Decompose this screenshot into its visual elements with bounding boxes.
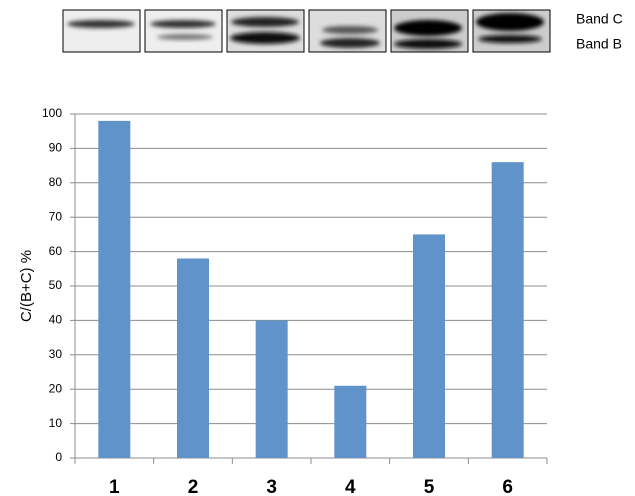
x-tick-label: 4 bbox=[345, 477, 356, 496]
x-tick-label: 1 bbox=[109, 477, 120, 496]
x-tick-label: 5 bbox=[424, 477, 435, 496]
blot-band bbox=[150, 20, 216, 28]
band-label: Band B bbox=[576, 36, 622, 52]
y-tick-label: 80 bbox=[49, 175, 63, 189]
x-tick-label: 2 bbox=[188, 477, 199, 496]
x-tick-label: 3 bbox=[266, 477, 277, 496]
bar bbox=[177, 258, 209, 458]
blot-band bbox=[231, 17, 299, 27]
y-tick-label: 70 bbox=[49, 209, 63, 223]
blot-panels bbox=[62, 9, 551, 53]
y-tick-label: 100 bbox=[42, 106, 62, 120]
y-tick-label: 10 bbox=[49, 416, 63, 430]
y-tick-label: 20 bbox=[49, 381, 63, 395]
blot-panel bbox=[226, 9, 305, 53]
x-tick-label: 6 bbox=[502, 477, 513, 496]
blot-band bbox=[394, 39, 462, 49]
y-axis-label: C/(B+C) % bbox=[18, 250, 35, 322]
blot-panel bbox=[62, 9, 141, 53]
y-tick-label: 0 bbox=[55, 450, 62, 464]
y-tick-label: 50 bbox=[49, 278, 63, 292]
blot-panel bbox=[144, 9, 223, 53]
blot-band bbox=[230, 32, 300, 44]
y-tick-label: 40 bbox=[49, 313, 63, 327]
blot-band bbox=[320, 38, 380, 48]
bar bbox=[413, 234, 445, 458]
bar bbox=[255, 320, 288, 458]
bar bbox=[491, 162, 524, 458]
blot-band bbox=[67, 20, 135, 28]
blot-band bbox=[157, 34, 213, 40]
blot-band bbox=[394, 20, 462, 36]
bar bbox=[98, 120, 131, 458]
blot-band bbox=[476, 13, 544, 31]
y-tick-label: 60 bbox=[49, 244, 63, 258]
y-tick-label: 90 bbox=[49, 141, 63, 155]
blot-band bbox=[478, 35, 542, 43]
y-tick-label: 30 bbox=[49, 347, 63, 361]
band-label: Band C bbox=[576, 11, 623, 27]
bar bbox=[334, 385, 367, 458]
blot-band bbox=[322, 26, 378, 34]
